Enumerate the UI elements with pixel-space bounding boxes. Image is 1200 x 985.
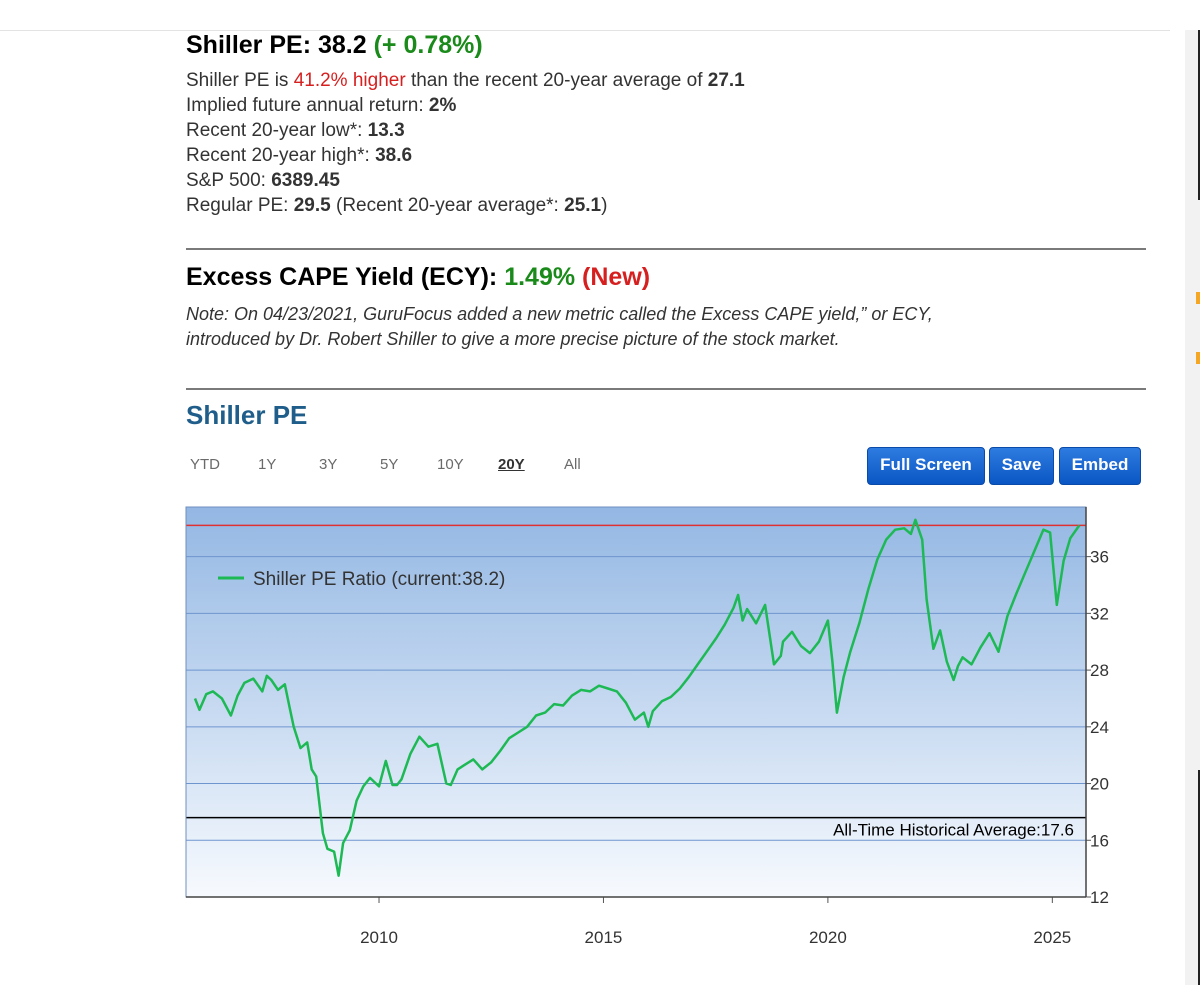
- range-10y[interactable]: 10Y: [437, 456, 464, 473]
- shiller-pe-change: (+ 0.78%): [373, 31, 483, 59]
- plot-border: [185, 506, 1087, 898]
- ecy-note: Note: On 04/23/2021, GuruFocus added a n…: [186, 302, 1148, 352]
- y-tick-label: 28: [1090, 661, 1109, 680]
- range-20y[interactable]: 20Y: [498, 456, 525, 473]
- shiller-pe-heading: Shiller PE: 38.2 (+ 0.78%): [186, 30, 1148, 60]
- series-line-shiller-pe: [193, 518, 1081, 877]
- reference-lines: All-Time Historical Average:17.6: [186, 524, 1086, 840]
- y-tick-label: 16: [1090, 831, 1109, 850]
- y-tick-label: 20: [1090, 775, 1109, 794]
- shiller-pe-value: Shiller PE: 38.2: [186, 31, 367, 59]
- y-tick-label: 32: [1090, 604, 1109, 623]
- stat-20y-high: Recent 20-year high*: 38.6: [186, 145, 413, 166]
- ecy-value: 1.49%: [504, 263, 576, 291]
- y-tick-label: 12: [1090, 888, 1109, 907]
- historical-average-label: All-Time Historical Average:17.6: [833, 821, 1074, 840]
- x-tick-label: 2010: [360, 928, 398, 947]
- ecy-note-line: Note: On 04/23/2021, GuruFocus added a n…: [186, 304, 933, 324]
- ecy-heading: Excess CAPE Yield (ECY): 1.49% (New): [186, 262, 1148, 292]
- ecy-new-badge: (New): [582, 263, 651, 291]
- section-divider: [186, 388, 1146, 390]
- ecy-title: Excess CAPE Yield (ECY):: [186, 263, 498, 291]
- full-screen-button[interactable]: Full Screen: [867, 447, 985, 485]
- axes: 12 16 20 24 28 32 36 2010 2015 2020 2025: [185, 506, 1109, 947]
- stat-vs-average: Shiller PE is 41.2% higher than the rece…: [186, 70, 745, 91]
- range-ytd[interactable]: YTD: [190, 456, 220, 473]
- grid-lines: [186, 556, 1086, 841]
- legend: Shiller PE Ratio (current:38.2): [218, 569, 505, 590]
- stat-sp500: S&P 500: 6389.45: [186, 170, 340, 191]
- pct-higher: 41.2% higher: [293, 70, 406, 91]
- legend-label: Shiller PE Ratio (current:38.2): [253, 569, 505, 590]
- x-tick-label: 2015: [585, 928, 623, 947]
- series-layer: [193, 518, 1081, 877]
- plot-area: [186, 507, 1086, 897]
- range-3y[interactable]: 3Y: [319, 456, 338, 473]
- embed-button[interactable]: Embed: [1059, 447, 1141, 485]
- stat-regular-pe: Regular PE: 29.5 (Recent 20-year average…: [186, 195, 608, 216]
- range-5y[interactable]: 5Y: [380, 456, 399, 473]
- chart-section-title: Shiller PE: [186, 400, 308, 430]
- top-divider: [0, 30, 1170, 31]
- sidebar-marker: [1196, 352, 1200, 364]
- ecy-note-line: introduced by Dr. Robert Shiller to give…: [186, 329, 840, 349]
- y-tick-label: 24: [1090, 718, 1109, 737]
- save-button[interactable]: Save: [989, 447, 1054, 485]
- stat-20y-low: Recent 20-year low*: 13.3: [186, 120, 405, 141]
- x-tick-label: 2020: [809, 928, 847, 947]
- stat-implied-return: Implied future annual return: 2%: [186, 95, 457, 116]
- section-divider: [186, 248, 1146, 250]
- sidebar-edge-dark: [1198, 30, 1200, 200]
- main-content: Shiller PE: 38.2 (+ 0.78%) Shiller PE is…: [186, 30, 1148, 431]
- x-tick-label: 2025: [1033, 928, 1071, 947]
- sidebar-marker: [1196, 292, 1200, 304]
- right-sidebar-edge: [1185, 30, 1200, 985]
- sidebar-edge-dark: [1198, 770, 1200, 985]
- range-all[interactable]: All: [564, 456, 581, 473]
- y-tick-label: 36: [1090, 548, 1109, 567]
- range-1y[interactable]: 1Y: [258, 456, 277, 473]
- stats-block: Shiller PE is 41.2% higher than the rece…: [186, 68, 1148, 218]
